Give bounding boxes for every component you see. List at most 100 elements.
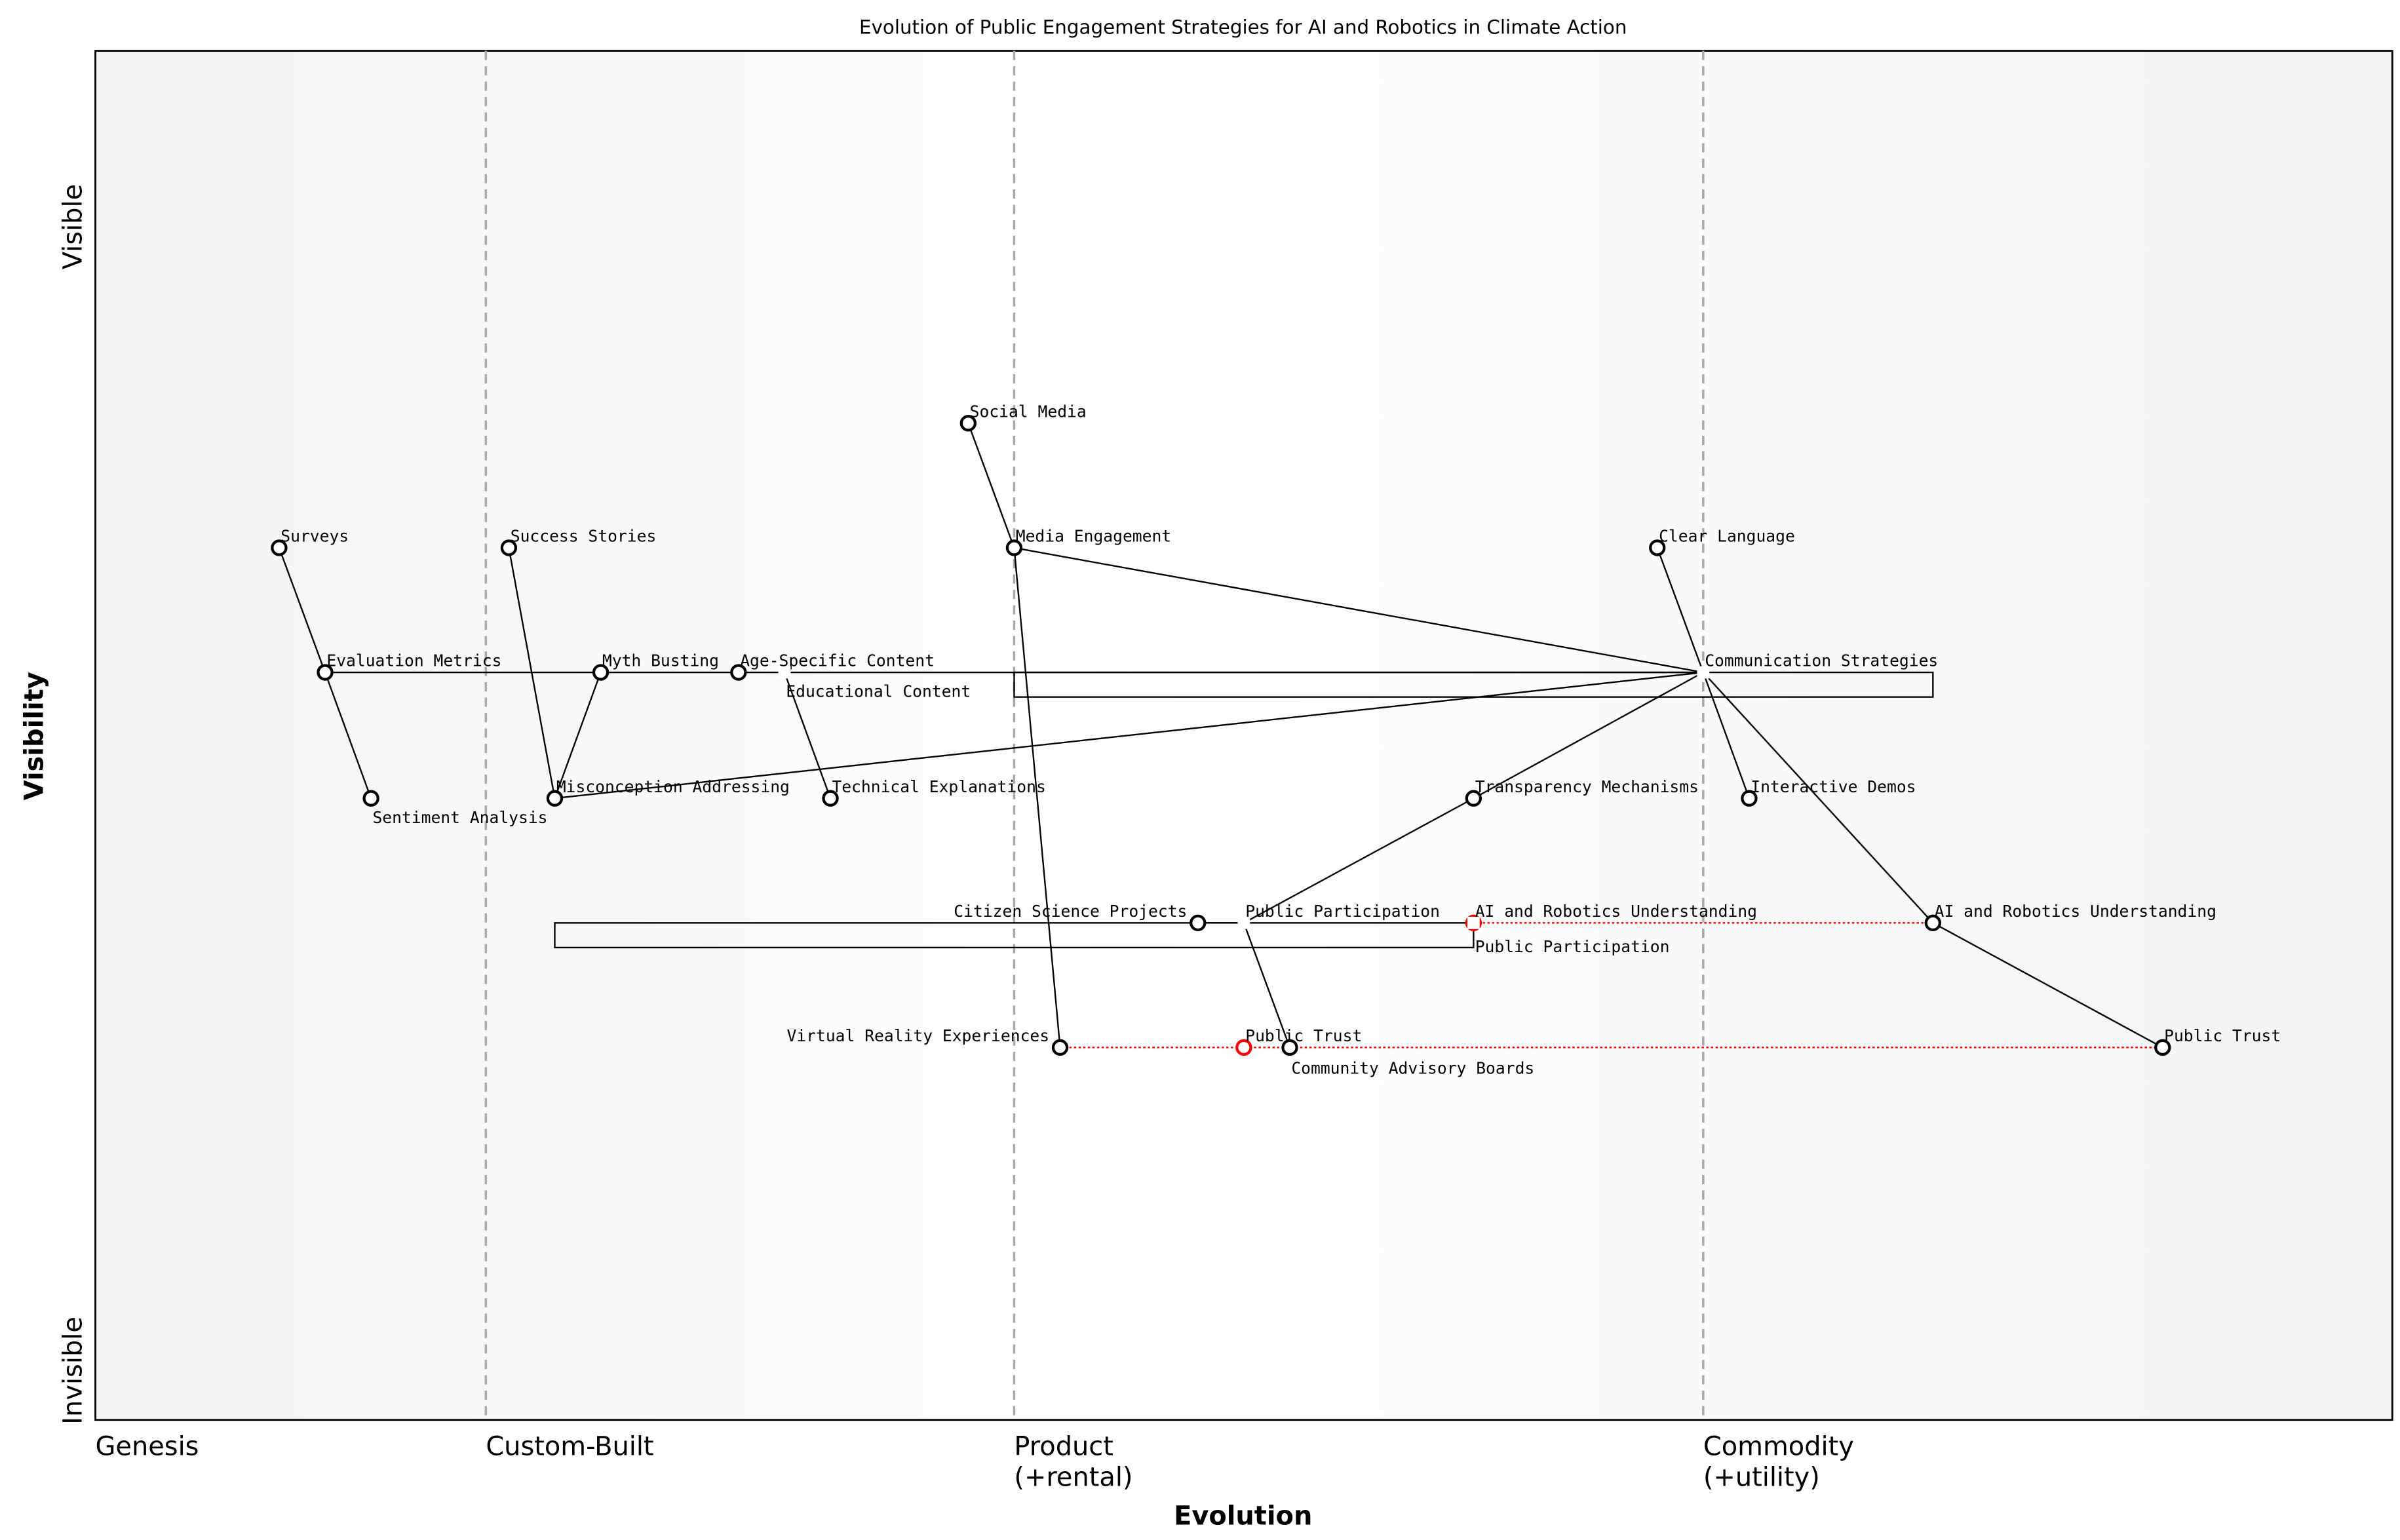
component-sentiment[interactable]: Sentiment Analysis — [362, 790, 548, 827]
stage-label: Commodity — [1703, 1432, 1854, 1462]
component-vr[interactable]: Virtual Reality Experiences — [787, 1026, 1069, 1056]
component-marker — [1190, 914, 1207, 932]
dependency-link — [324, 672, 372, 799]
component-marker — [1281, 1039, 1298, 1056]
component-marker — [1051, 1039, 1069, 1056]
stage-label: Genesis — [96, 1432, 199, 1462]
component-marker — [1465, 790, 1482, 807]
component-label: Clear Language — [1659, 526, 1795, 545]
dependency-link — [1243, 922, 1291, 1048]
component-success[interactable]: Success Stories — [500, 526, 657, 556]
component-pubpart[interactable]: Public Participation — [1237, 902, 1440, 929]
component-transp[interactable]: Transparency Mechanisms — [1465, 777, 1699, 807]
dependency-link — [278, 547, 326, 673]
component-label: Surveys — [281, 526, 349, 545]
component-label: Sentiment Analysis — [372, 808, 547, 827]
component-label: Community Advisory Boards — [1291, 1058, 1534, 1077]
component-anchor — [778, 666, 791, 679]
component-label: Public Trust — [1245, 1026, 1362, 1045]
component-marker — [959, 415, 977, 432]
component-marker — [271, 539, 288, 556]
component-label: Public Participation — [1245, 902, 1440, 921]
dependency-link — [1932, 922, 2163, 1049]
component-label: AI and Robotics Understanding — [1935, 902, 2216, 921]
dependency-link — [1014, 547, 1704, 674]
component-anchor — [1467, 916, 1480, 929]
component-marker — [2154, 1039, 2171, 1056]
dependency-link — [554, 672, 602, 799]
dependency-link — [1656, 547, 1704, 673]
component-clear[interactable]: Clear Language — [1649, 526, 1795, 556]
component-label: Citizen Science Projects — [954, 902, 1187, 921]
dependency-link — [1013, 547, 1061, 1048]
component-label: Technical Explanations — [832, 777, 1045, 796]
component-misconc[interactable]: Misconception Addressing — [546, 777, 790, 807]
component-label: Transparency Mechanisms — [1475, 777, 1699, 796]
component-label: Age-Specific Content — [740, 651, 935, 670]
stage-label-sub: (+rental) — [1014, 1463, 1132, 1493]
chart-title: Evolution of Public Engagement Strategie… — [859, 16, 1627, 39]
component-label: Success Stories — [511, 526, 657, 545]
component-community[interactable]: Community Advisory Boards — [1281, 1039, 1534, 1078]
component-marker — [362, 790, 379, 807]
y-tick-visible: Visible — [58, 184, 88, 269]
stage-label-sub: (+utility) — [1703, 1463, 1820, 1493]
dependency-link — [554, 671, 1703, 799]
component-label: Educational Content — [786, 682, 971, 701]
component-marker — [822, 790, 839, 807]
component-tech[interactable]: Technical Explanations — [822, 777, 1046, 807]
pipeline-box — [554, 922, 1475, 949]
component-citizen[interactable]: Citizen Science Projects — [954, 902, 1207, 932]
component-eval[interactable]: Evaluation Metrics — [317, 651, 501, 681]
component-label: Social Media — [970, 402, 1087, 421]
dependency-link — [783, 672, 832, 799]
component-surveys[interactable]: Surveys — [271, 526, 349, 556]
dependency-link — [967, 423, 1015, 549]
component-marker — [1649, 539, 1666, 556]
x-axis-label: Evolution — [1174, 1501, 1312, 1531]
component-airu_old[interactable]: AI and Robotics Understanding — [1465, 902, 1757, 932]
component-pubpart2[interactable]: Public Participation — [1467, 916, 1670, 956]
component-social[interactable]: Social Media — [959, 402, 1087, 432]
component-marker — [500, 539, 518, 556]
component-label: Public Trust — [2164, 1026, 2281, 1045]
component-label: AI and Robotics Understanding — [1475, 902, 1757, 921]
dependency-link — [508, 547, 556, 799]
component-demos[interactable]: Interactive Demos — [1741, 777, 1916, 807]
component-media[interactable]: Media Engagement — [1005, 526, 1171, 556]
component-label: Myth Busting — [602, 651, 719, 670]
y-axis-label: Visibility — [20, 672, 50, 800]
component-marker — [592, 664, 610, 681]
component-airu[interactable]: AI and Robotics Understanding — [1924, 902, 2216, 932]
component-marker — [546, 790, 564, 807]
component-edu[interactable]: Educational Content — [778, 666, 971, 701]
component-marker — [1741, 790, 1758, 807]
dependency-link — [1473, 671, 1704, 799]
component-marker — [1235, 1039, 1252, 1056]
component-comm[interactable]: Communication Strategies — [1697, 651, 1938, 679]
component-anchor — [1237, 916, 1250, 929]
component-trust_old[interactable]: Public Trust — [1235, 1026, 1362, 1056]
component-label: Interactive Demos — [1751, 777, 1916, 796]
dependency-link — [1243, 798, 1474, 924]
component-marker — [1005, 539, 1023, 556]
component-age[interactable]: Age-Specific Content — [730, 651, 935, 681]
dependency-link — [1702, 672, 1751, 799]
y-tick-invisible: Invisible — [58, 1317, 88, 1425]
component-marker — [317, 664, 334, 681]
component-label: Public Participation — [1475, 937, 1670, 956]
component-label: Misconception Addressing — [556, 777, 790, 796]
stage-label: Product — [1014, 1432, 1113, 1462]
component-label: Evaluation Metrics — [326, 651, 501, 670]
component-myth[interactable]: Myth Busting — [592, 651, 719, 681]
plot-area — [94, 50, 2393, 1421]
dependency-link — [1702, 672, 1934, 924]
component-marker — [1924, 914, 1941, 932]
component-label: Communication Strategies — [1705, 651, 1938, 670]
component-label: Virtual Reality Experiences — [787, 1026, 1050, 1045]
stage-label: Custom-Built — [486, 1432, 653, 1462]
component-marker — [730, 664, 747, 681]
component-label: Media Engagement — [1016, 526, 1171, 545]
component-trust[interactable]: Public Trust — [2154, 1026, 2281, 1056]
